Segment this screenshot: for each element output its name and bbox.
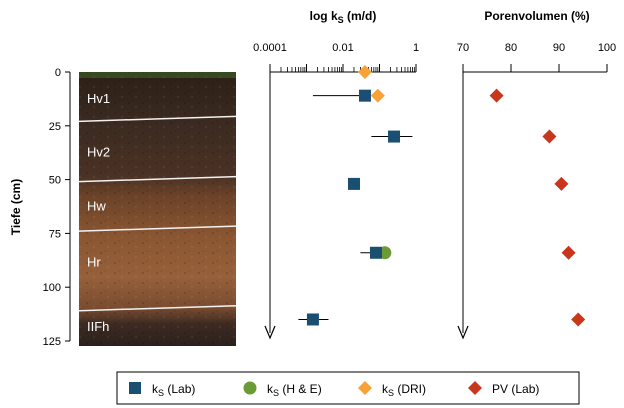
ks-tick-label: 0.01 (332, 42, 353, 54)
pv-tick-label: 90 (553, 42, 565, 54)
legend-marker (243, 381, 257, 395)
legend-label-main: k (382, 382, 389, 396)
legend-item: kS (DRI) (358, 381, 426, 398)
horizon-boundaries (78, 115, 237, 312)
horizon-label: Hv1 (87, 91, 110, 106)
ks-tick-label: 1 (413, 42, 419, 54)
legend-marker (358, 381, 372, 395)
ks-title-unit: (m/d) (344, 9, 377, 23)
depth-tick-label: 25 (49, 121, 61, 133)
pv-lab-point (561, 245, 576, 260)
soil-profile-panel: Hv1 Hv2 Hw Hr IIFh (78, 72, 237, 346)
horizon-boundary-line (78, 304, 237, 312)
legend-item: kS (H & E) (243, 381, 322, 398)
ks-lab-point (388, 130, 401, 143)
ks-lab-point (369, 246, 382, 259)
horizon-boundary-line (78, 175, 237, 183)
depth-tick-label: 0 (55, 67, 61, 79)
legend-label: PV (Lab) (492, 382, 539, 396)
ks-tick-label: 0.0001 (253, 42, 287, 54)
horizon-labels: Hv1 Hv2 Hw Hr IIFh (87, 91, 110, 334)
depth-tick-label: 100 (43, 282, 61, 294)
horizon-label: IIFh (87, 319, 109, 334)
horizon-boundary-line (78, 225, 237, 232)
depth-tick-label: 75 (49, 228, 61, 240)
ks-lab-point (306, 313, 319, 326)
ks-lab-point (347, 177, 360, 190)
legend-item: kS (Lab) (129, 382, 195, 398)
pv-tick-label: 70 (457, 42, 469, 54)
legend-label-rest: (Lab) (164, 382, 195, 396)
pv-lab-point (554, 176, 569, 191)
ks-down-arrow (264, 325, 276, 340)
legend-marker (129, 382, 141, 394)
pv-tick-label: 100 (598, 42, 616, 54)
legend-label-sub: S (158, 388, 164, 398)
legend-label-main: k (267, 382, 274, 396)
legend-marker (468, 381, 482, 395)
ks-title-main: log k (310, 9, 338, 23)
depth-tick-label: 50 (49, 175, 61, 187)
pv-lab-point (489, 88, 504, 103)
horizon-boundary-line (78, 115, 237, 123)
legend-label-sub: S (388, 388, 394, 398)
legend-label-rest: (Lab) (508, 382, 539, 396)
pv-tick-label: 80 (505, 42, 517, 54)
pv-lab-point (542, 129, 557, 144)
legend-label: kS (H & E) (267, 382, 322, 398)
legend-label-main: PV (492, 382, 508, 396)
ks-x-axis: 0.0001 0.01 1 (253, 42, 419, 340)
ks-panel: log kS (m/d) 0.0001 0.01 1 (253, 9, 419, 340)
legend-box (116, 371, 580, 405)
legend-label-rest: (H & E) (279, 382, 322, 396)
ks-axis-title: log kS (m/d) (310, 9, 377, 25)
legend: kS (Lab) kS (H & E) kS (DRI) PV (Lab) (116, 371, 580, 405)
vegetation-strip (79, 72, 236, 78)
legend-items: kS (Lab) kS (H & E) kS (DRI) PV (Lab) (129, 381, 539, 398)
legend-label: kS (Lab) (152, 382, 195, 398)
horizon-label: Hr (87, 254, 101, 269)
pv-marks (489, 88, 586, 327)
horizon-label: Hw (87, 198, 106, 213)
legend-label-rest: (DRI) (394, 382, 426, 396)
legend-label-sub: S (273, 388, 279, 398)
ks-dri-point (357, 65, 372, 79)
pv-panel: Porenvolumen (%) 70 80 90 100 (457, 9, 616, 340)
depth-axis-title: Tiefe (cm) (9, 179, 23, 235)
depth-axis: 0 25 50 75 100 125 Tiefe (cm) (9, 67, 71, 348)
depth-ticks: 0 25 50 75 100 125 (43, 67, 70, 348)
pv-lab-point (571, 312, 586, 327)
ks-title-sub: S (338, 15, 344, 25)
legend-label-main: k (152, 382, 159, 396)
ks-lab-point (358, 89, 371, 102)
ks-dri-point (370, 88, 385, 103)
legend-item: PV (Lab) (468, 381, 539, 396)
ks-marks (298, 65, 413, 326)
pv-x-axis: 70 80 90 100 (457, 42, 616, 340)
pv-down-arrow (457, 325, 469, 340)
depth-tick-label: 125 (43, 336, 61, 348)
pv-axis-title: Porenvolumen (%) (484, 9, 589, 23)
legend-label: kS (DRI) (382, 382, 426, 398)
horizon-label: Hv2 (87, 145, 110, 160)
